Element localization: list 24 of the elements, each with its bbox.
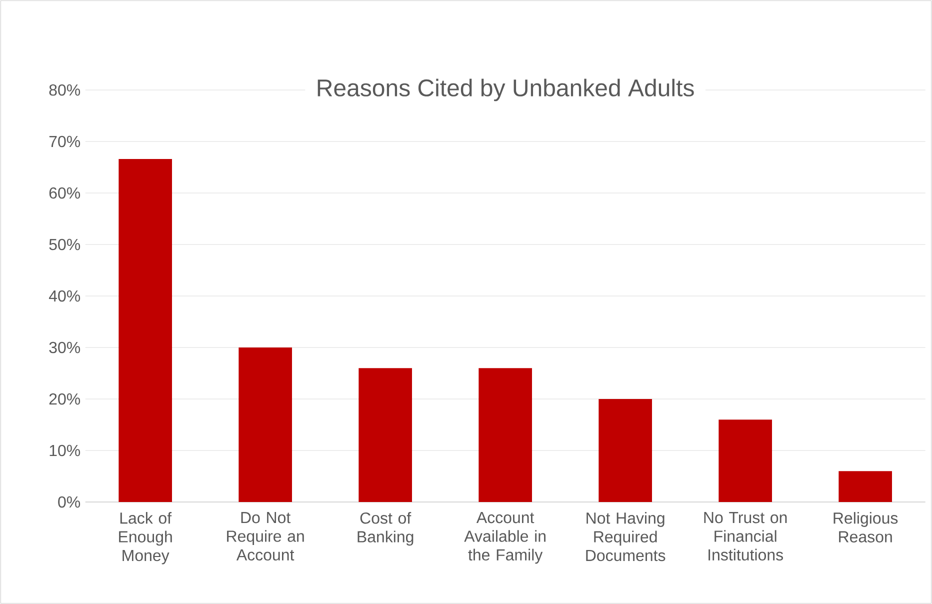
x-tick-label: Not Having Required Documents [586, 512, 666, 562]
y-tick-label: 30% [49, 342, 80, 354]
x-tick-label: No Trust on Financial Institutions [704, 512, 787, 561]
x-tick-label: Account Available in the Family [464, 512, 546, 564]
bar [238, 348, 292, 502]
y-tick-label: 20% [49, 393, 80, 405]
y-tick-label: 80% [49, 84, 80, 96]
y-tick-label: 50% [49, 238, 80, 250]
bar [358, 368, 412, 502]
chart-title: Reasons Cited by Unbanked Adults [318, 78, 694, 102]
y-tick-label: 0% [58, 496, 80, 508]
x-tick-label: Do Not Require an Account [227, 512, 304, 561]
y-tick-label: 60% [49, 187, 80, 199]
bar [118, 159, 172, 502]
bar [478, 368, 532, 502]
bar [598, 399, 652, 502]
bar [718, 420, 772, 502]
y-tick-label: 40% [48, 290, 80, 302]
x-tick-label: Cost of Banking [358, 512, 414, 546]
x-tick-label: Religious Reason [834, 512, 898, 542]
x-tick-label: Lack of Enough Money [119, 512, 172, 564]
bar [838, 471, 892, 502]
y-tick-label: 10% [50, 444, 80, 456]
y-tick-label: 70% [49, 136, 80, 148]
